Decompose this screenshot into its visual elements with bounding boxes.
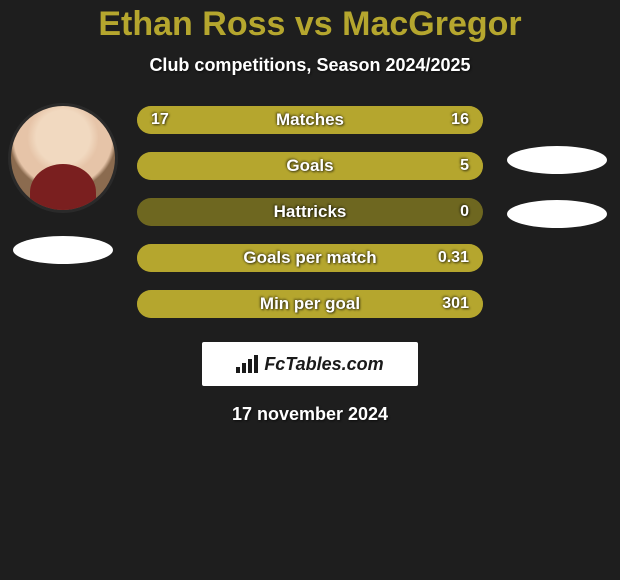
page-title: Ethan Ross vs MacGregor [0,6,620,43]
left-player-avatar [11,106,115,210]
subtitle: Club competitions, Season 2024/2025 [0,55,620,76]
stat-value-right: 16 [414,111,483,129]
stat-bar: Goals5 [137,152,483,180]
stat-label: Hattricks [206,202,414,222]
stat-value-right: 0 [414,203,483,221]
stat-bar: Min per goal301 [137,290,483,318]
right-player-column [501,106,613,228]
comparison-card: Ethan Ross vs MacGregor Club competition… [0,0,620,580]
stat-value-right: 0.31 [414,249,483,267]
stat-bars: 17Matches16 Goals5 Hattricks0 Goals per mat… [137,106,483,318]
right-player-club-badge [507,200,607,228]
stat-bar: 17Matches16 [137,106,483,134]
date-text: 17 november 2024 [0,404,620,425]
left-player-club-badge [13,236,113,264]
stat-value-left: 17 [137,111,206,129]
stat-label: Goals per match [206,248,414,268]
right-player-club-badge [507,146,607,174]
stat-bar: Goals per match0.31 [137,244,483,272]
stat-label: Matches [206,110,414,130]
bar-chart-icon [236,355,258,373]
stat-value-right: 5 [414,157,483,175]
left-player-column [7,106,119,264]
stat-label: Min per goal [206,294,414,314]
stat-bar: Hattricks0 [137,198,483,226]
stat-label: Goals [206,156,414,176]
comparison-layout: 17Matches16 Goals5 Hattricks0 Goals per mat… [0,106,620,318]
stat-value-right: 301 [414,295,483,313]
branding-badge: FcTables.com [202,342,418,386]
branding-text: FcTables.com [264,354,383,375]
